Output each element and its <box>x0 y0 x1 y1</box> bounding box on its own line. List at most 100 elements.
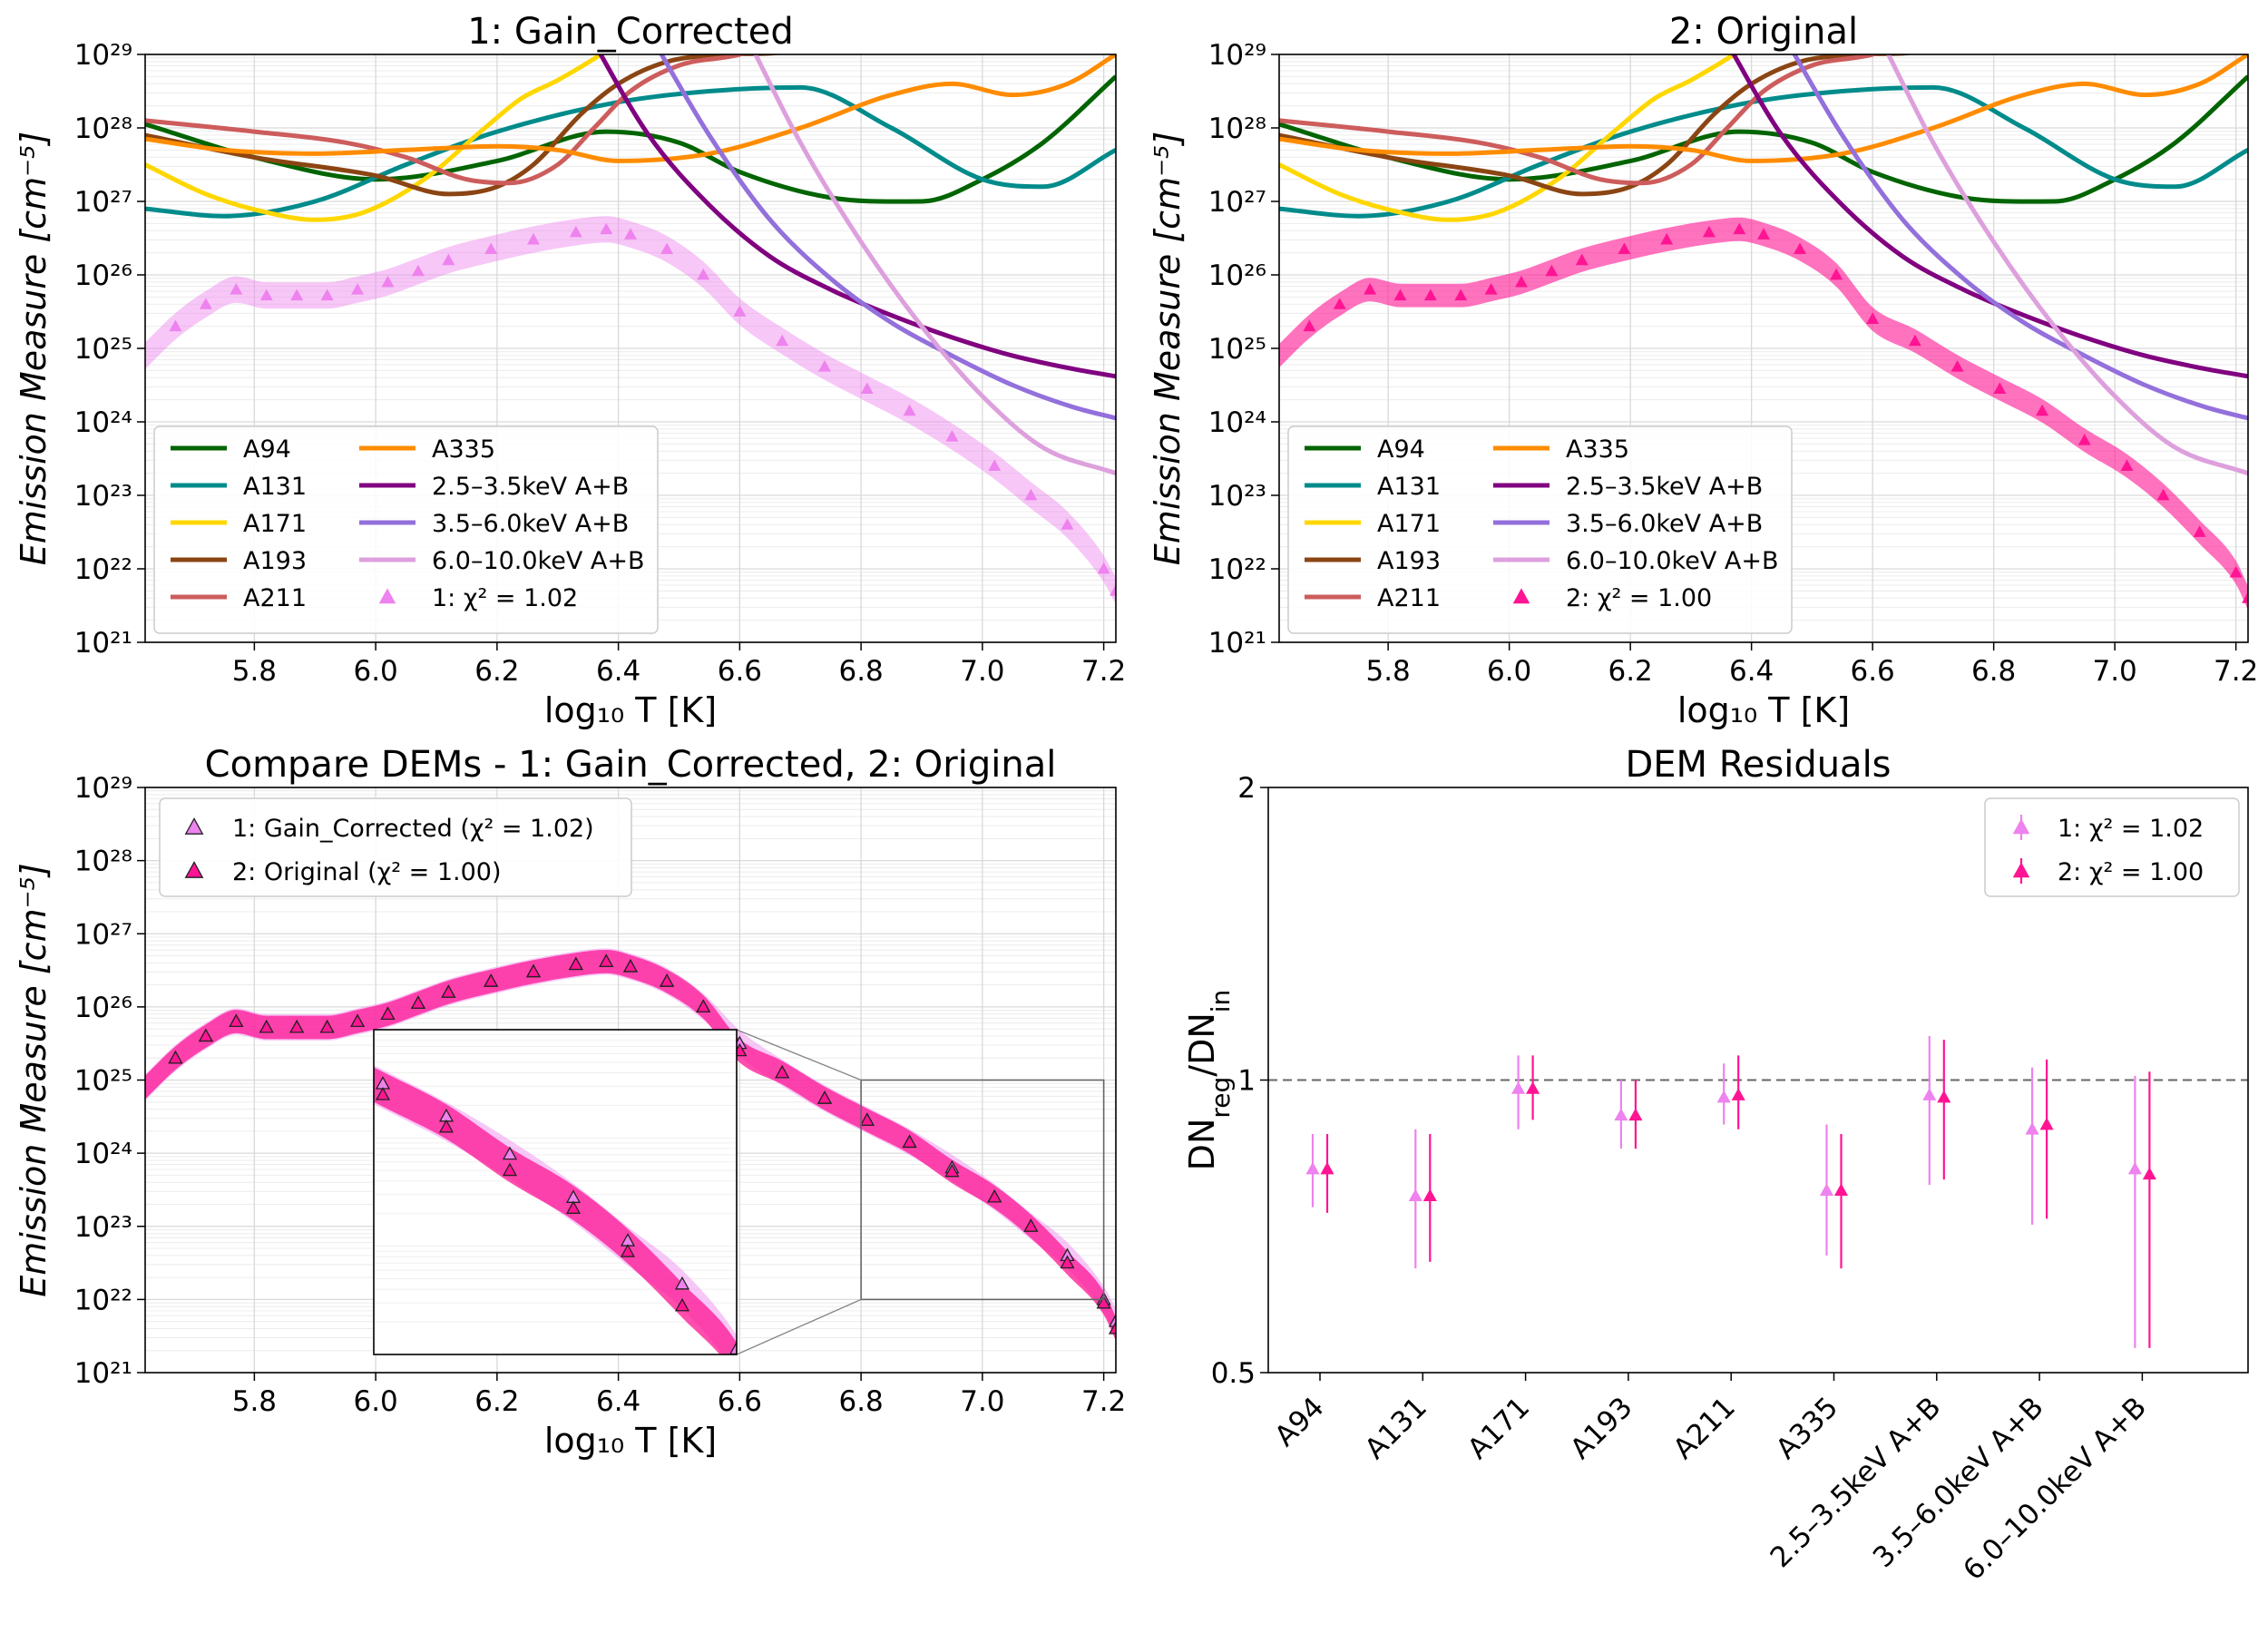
x-tick-label: 6.4 <box>596 1385 640 1418</box>
em-loci-curve <box>145 84 1116 219</box>
inset-frame <box>373 1029 738 1355</box>
legend-marker <box>1512 588 1530 604</box>
em-loci-curve <box>598 54 1116 379</box>
x-tick-label: A335 <box>1770 1391 1844 1465</box>
legend-label: A94 <box>1377 435 1425 464</box>
dem-marker-original <box>599 953 614 967</box>
inset-marker-original <box>565 1200 582 1214</box>
y-axis-label: Emission Measure [cm⁻⁵] <box>14 863 54 1296</box>
legend-label: A171 <box>243 510 307 538</box>
dem-marker <box>1423 288 1437 301</box>
dem-marker-original <box>660 973 675 987</box>
dem-marker-original <box>1023 1218 1039 1232</box>
dem-marker <box>2193 525 2206 537</box>
legend-label: 3.5–6.0keV A+B <box>432 510 629 538</box>
y-tick-label: 10²⁶ <box>74 259 132 292</box>
dem-marker <box>697 268 710 280</box>
y-axis-label-sub-2: in <box>1206 990 1236 1013</box>
residual-marker <box>1511 1081 1526 1094</box>
legend-label: A94 <box>243 435 291 464</box>
dem-marker <box>660 242 674 255</box>
x-axis-label: log₁₀ T [K] <box>544 690 717 730</box>
dem-marker <box>259 288 273 301</box>
dem-marker-original <box>987 1188 1002 1203</box>
y-tick-label: 10²¹ <box>74 627 132 660</box>
legend-box <box>153 425 659 634</box>
inset-marker-gain-corrected <box>674 1276 690 1290</box>
dem-marker-original <box>568 956 583 971</box>
dem-marker-original <box>816 1090 833 1104</box>
residual-marker <box>1320 1161 1334 1175</box>
dem-marker-original <box>1060 1255 1075 1269</box>
dem-marker <box>1515 275 1528 288</box>
residual-marker <box>1422 1188 1437 1202</box>
dem-marker-original <box>168 1050 183 1064</box>
x-tick-label: 6.0 <box>353 655 397 688</box>
x-tick-label: 3.5–6.0keV A+B <box>1867 1391 2050 1574</box>
y-tick-label: 10²⁵ <box>1208 333 1266 366</box>
zoom-connector <box>736 1029 862 1081</box>
y-tick-label: 10²⁴ <box>74 1138 132 1170</box>
y-axis-label: DNreg/DNin <box>1182 990 1236 1171</box>
dem-marker <box>199 298 212 309</box>
panel-title: DEM Residuals <box>1625 744 1891 786</box>
y-tick-label: 10²² <box>74 1284 132 1316</box>
y-tick-label: 10²⁷ <box>74 186 132 219</box>
legend-marker <box>2012 818 2030 835</box>
dem-marker <box>860 382 874 394</box>
panel-title: Compare DEMs - 1: Gain_Corrected, 2: Ori… <box>205 744 1057 786</box>
legend-label: 2.5–3.5keV A+B <box>432 473 629 501</box>
dem-marker <box>903 404 916 416</box>
em-loci-curve <box>1279 54 1738 222</box>
dem-marker <box>169 319 182 332</box>
dem-marker <box>1794 242 1807 255</box>
dem-marker <box>381 275 395 288</box>
dem-marker <box>1866 312 1880 324</box>
em-loci-curve <box>1792 54 2248 421</box>
dem-marker <box>2242 592 2248 603</box>
y-tick-label: 0.5 <box>1211 1357 1256 1390</box>
dem-marker <box>1702 225 1716 238</box>
dem-marker <box>1908 334 1921 347</box>
dem-marker-original <box>380 1006 396 1020</box>
legend-box <box>159 797 632 897</box>
legend-label: 2: χ² = 1.00 <box>1566 584 1712 612</box>
legend-label: 1: χ² = 1.02 <box>432 584 578 612</box>
residual-marker <box>1408 1188 1422 1202</box>
dem-marker <box>442 253 455 266</box>
y-tick-label: 10²⁵ <box>74 1065 132 1098</box>
x-tick-label: 6.2 <box>474 1385 519 1418</box>
x-tick-label: 6.2 <box>1608 655 1652 688</box>
y-tick-label: 1 <box>1237 1065 1256 1098</box>
dem-marker <box>320 288 334 301</box>
inset-marker-gain-corrected <box>728 1341 737 1354</box>
residual-marker <box>1716 1090 1731 1103</box>
dem-marker <box>411 264 425 277</box>
y-tick-label: 10²⁴ <box>1208 406 1266 439</box>
plot-frame <box>1278 54 2249 643</box>
dem-marker-original <box>441 984 456 998</box>
y-tick-label: 10²⁸ <box>74 846 132 878</box>
dem-marker <box>484 242 498 255</box>
panel-title: 1: Gain_Corrected <box>467 11 794 53</box>
x-tick-label: 7.0 <box>960 1385 1004 1418</box>
x-tick-label: 6.8 <box>1971 655 2016 688</box>
dem-marker <box>1454 288 1468 301</box>
dem-marker <box>1484 283 1498 295</box>
x-tick-label: A131 <box>1359 1391 1433 1465</box>
dem-marker <box>1575 253 1589 266</box>
em-loci-curve <box>1279 54 2248 163</box>
dem-marker <box>527 232 540 245</box>
residual-marker <box>1819 1183 1834 1196</box>
y-tick-label: 10²⁶ <box>1208 259 1266 292</box>
inset-marker-gain-corrected <box>502 1146 518 1160</box>
dem-marker <box>1733 222 1746 235</box>
y-tick-label: 10²⁹ <box>1208 39 1266 72</box>
y-tick-label: 10²¹ <box>74 1357 132 1390</box>
x-tick-label: 6.0–10.0keV A+B <box>1957 1391 2153 1587</box>
dem-marker <box>351 283 365 295</box>
dem-marker-original <box>289 1019 305 1033</box>
legend-label: 6.0–10.0keV A+B <box>432 547 645 575</box>
y-tick-label: 10²³ <box>1208 480 1266 513</box>
